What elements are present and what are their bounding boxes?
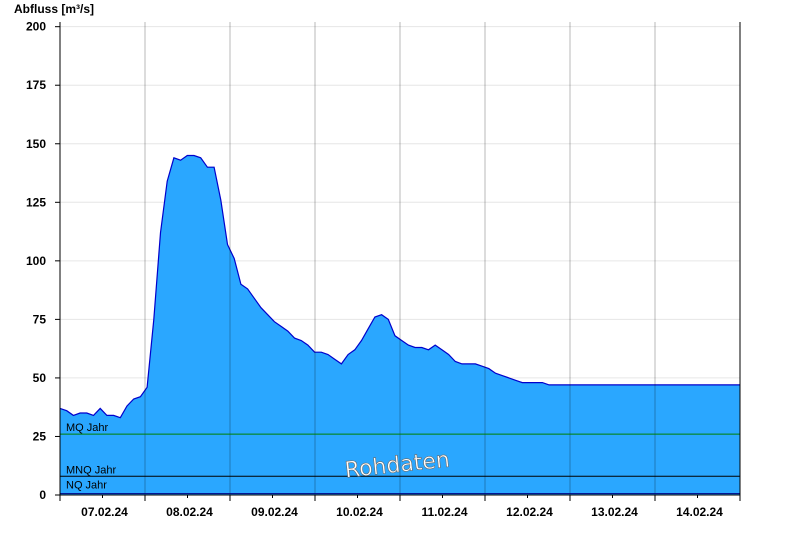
y-tick-label: 125	[26, 195, 46, 209]
day-dividers	[144, 22, 656, 495]
x-tick-label: 14.02.24	[676, 505, 723, 519]
reference-line-label: MQ Jahr	[66, 422, 109, 434]
x-tick-label: 11.02.24	[421, 505, 467, 519]
reference-line-label: NQ Jahr	[66, 480, 107, 492]
y-tick-label: 25	[33, 429, 47, 443]
x-tick-label: 07.02.24	[81, 505, 128, 519]
reference-lines: MQ Jahr MNQ Jahr NQ Jahr	[60, 422, 740, 495]
y-tick-label: 175	[26, 78, 46, 92]
x-ticks: 07.02.24 08.02.24 09.02.24 10.02.24 11.02.24…	[59, 495, 741, 519]
reference-line-label: MNQ Jahr	[66, 464, 116, 476]
y-ticks: 0 25 50 75 100 125 150 175 200	[26, 20, 60, 502]
x-tick-label: 08.02.24	[166, 505, 213, 519]
x-tick-label: 09.02.24	[251, 505, 298, 519]
x-tick-label: 10.02.24	[336, 505, 383, 519]
y-tick-label: 75	[33, 312, 47, 326]
y-axis-label: Abfluss [m³/s]	[14, 2, 94, 16]
y-tick-label: 150	[26, 137, 46, 151]
y-tick-label: 0	[39, 488, 46, 502]
discharge-line	[59, 154, 740, 419]
x-tick-label: 12.02.24	[506, 505, 553, 519]
x-tick-label: 13.02.24	[591, 505, 638, 519]
y-tick-label: 100	[26, 254, 46, 268]
y-tick-label: 200	[26, 20, 46, 34]
y-tick-label: 50	[33, 371, 47, 385]
